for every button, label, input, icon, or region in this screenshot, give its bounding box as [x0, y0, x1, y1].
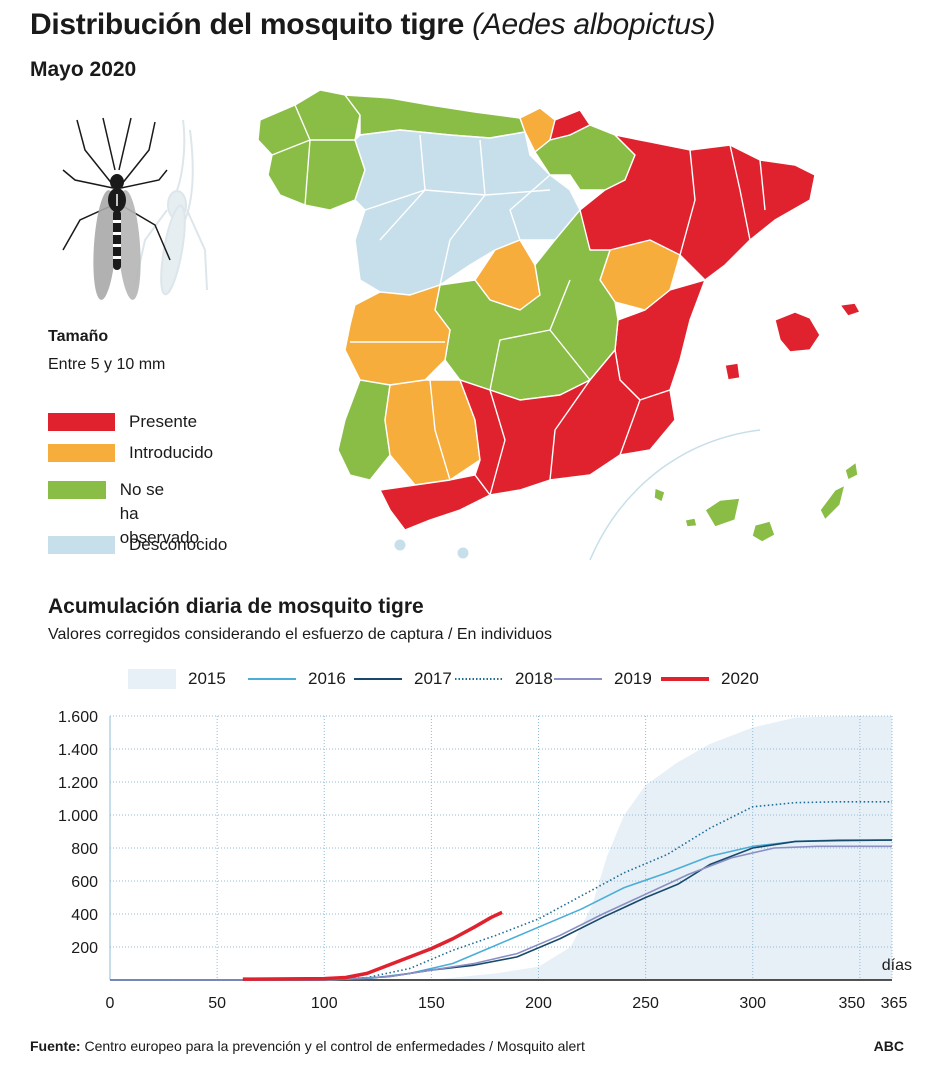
chart-subtitle: Valores corregidos considerando el esfue…: [48, 626, 552, 643]
region-menorca: [839, 302, 861, 317]
legend-swatch-2018: [455, 678, 503, 680]
chart-legend-label: 2019: [614, 669, 652, 688]
x-tick-label: 350: [839, 995, 866, 1012]
page-title: Distribución del mosquito tigre (Aedes a…: [30, 8, 715, 42]
x-tick-label: 150: [418, 995, 445, 1012]
series-area-2015: [110, 716, 892, 980]
legend-swatch-green: [48, 481, 106, 499]
source-note: Fuente: Centro europeo para la prevenció…: [30, 1038, 585, 1054]
legend-swatch-2020: [661, 677, 709, 681]
region-sevilla: [384, 379, 481, 486]
chart-legend-item-2015: 2015: [128, 666, 226, 692]
region-extremadura: [344, 284, 451, 386]
cumulative-chart: 200 400 600 800 1.000 1.200 1.400 1.600 0 50 100 15…: [58, 709, 912, 1012]
legend-swatch-orange: [48, 444, 115, 462]
region-canarias: [653, 487, 666, 503]
y-tick-label: 200: [71, 940, 98, 957]
chart-legend-item-2017: 2017: [354, 666, 452, 692]
map-legend-item-introducido: Introducido: [48, 441, 213, 465]
mosquito-illustration: [62, 117, 208, 300]
map-legend-item-no-observado: No se ha observado: [48, 478, 208, 550]
y-tick-label: 400: [71, 907, 98, 924]
chart-legend-label: 2020: [721, 669, 759, 688]
title-scientific: (Aedes albopictus): [472, 8, 716, 41]
legend-swatch-2019: [554, 678, 602, 680]
legend-swatch-2016: [248, 678, 296, 680]
title-main: Distribución del mosquito tigre: [30, 8, 465, 41]
chart-title: Acumulación diaria de mosquito tigre: [48, 595, 424, 618]
legend-swatch-red: [48, 413, 115, 431]
legend-swatch-lightblue: [48, 536, 115, 554]
map-legend-item-desconocido: Desconocido: [48, 533, 227, 557]
y-tick-label: 1.600: [58, 709, 98, 726]
x-tick-label: 200: [525, 995, 552, 1012]
chart-legend-label: 2015: [188, 669, 226, 688]
source-label: Fuente:: [30, 1038, 81, 1054]
legend-swatch-2017: [354, 678, 402, 680]
source-text: Centro europeo para la prevención y el c…: [80, 1038, 585, 1054]
region-ibiza: [724, 362, 741, 381]
series-line-2019: [110, 845, 892, 981]
size-label: Tamaño: [48, 328, 109, 345]
map-legend-label: Desconocido: [129, 535, 228, 554]
region-galicia: [257, 89, 366, 211]
legend-swatch-2015: [128, 669, 176, 689]
x-tick-label: 300: [739, 995, 766, 1012]
map-legend-label: No se ha observado: [119, 480, 200, 547]
page-subtitle: Mayo 2020: [30, 58, 137, 81]
map-legend-label: Presente: [129, 412, 198, 431]
x-tick-label: 365: [881, 995, 908, 1012]
brand-logo: ABC: [873, 1038, 904, 1054]
x-tick-label: 250: [632, 995, 659, 1012]
map-legend-label: Introducido: [129, 443, 214, 462]
y-tick-label: 600: [71, 874, 98, 891]
region-cadiz: [379, 474, 491, 531]
x-tick-label: 100: [311, 995, 338, 1012]
map-legend-item-presente: Presente: [48, 410, 197, 434]
x-tick-label: 0: [106, 995, 115, 1012]
region-asturias: [344, 94, 526, 139]
chart-legend-label: 2017: [414, 669, 452, 688]
y-tick-label: 1.400: [58, 742, 98, 759]
chart-legend-item-2020: 2020: [661, 666, 759, 692]
region-huelva: [337, 379, 391, 481]
chart-legend-item-2018: 2018: [455, 666, 553, 692]
chart-legend-label: 2016: [308, 669, 346, 688]
chart-legend-item-2016: 2016: [248, 666, 346, 692]
y-tick-label: 800: [71, 841, 98, 858]
chart-legend-item-2019: 2019: [554, 666, 652, 692]
region-mallorca: [774, 311, 821, 353]
region-castilla-la-mancha: [434, 209, 619, 401]
chart-legend-label: 2018: [515, 669, 553, 688]
spain-distribution-map: [257, 89, 861, 561]
x-tick-label: 50: [208, 995, 226, 1012]
size-value: Entre 5 y 10 mm: [48, 356, 166, 373]
series-line-2020: [242, 910, 503, 981]
y-tick-label: 1.000: [58, 808, 98, 825]
y-tick-label: 1.200: [58, 775, 98, 792]
x-axis-label: días: [882, 957, 912, 974]
